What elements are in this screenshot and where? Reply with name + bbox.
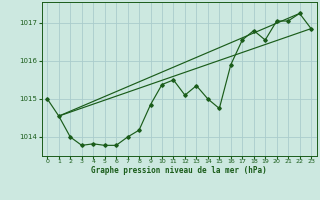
X-axis label: Graphe pression niveau de la mer (hPa): Graphe pression niveau de la mer (hPa) <box>91 166 267 175</box>
